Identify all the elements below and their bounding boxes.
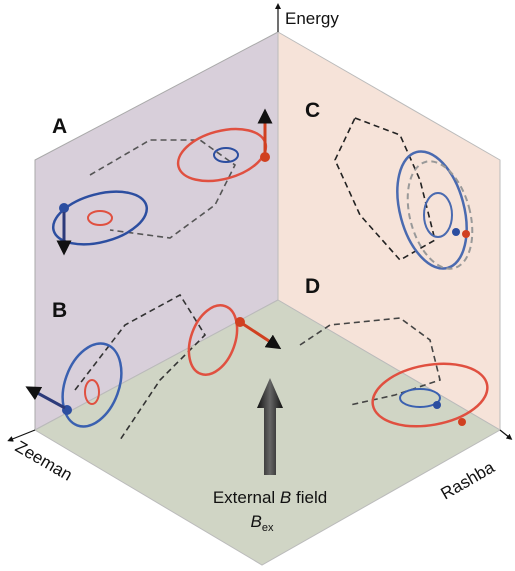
energy-label: Energy [285,9,339,28]
field-symbol-subscript: ex [262,522,274,534]
field-label-suffix: field [296,488,327,507]
panel-label: C [305,99,320,122]
field-symbol-main: B [251,512,262,531]
panel-label: D [305,275,320,298]
panel-label: A [52,115,67,138]
panel-label: B [52,299,67,322]
diagram: Energy Zeeman Rashba A B C D [0,0,515,571]
rashba-label: Rashba [438,457,499,503]
field-label-prefix: External [213,488,275,507]
field-label-symbol: B [280,488,291,507]
rashba-axis [500,430,510,438]
field-label: External B field [213,488,327,507]
